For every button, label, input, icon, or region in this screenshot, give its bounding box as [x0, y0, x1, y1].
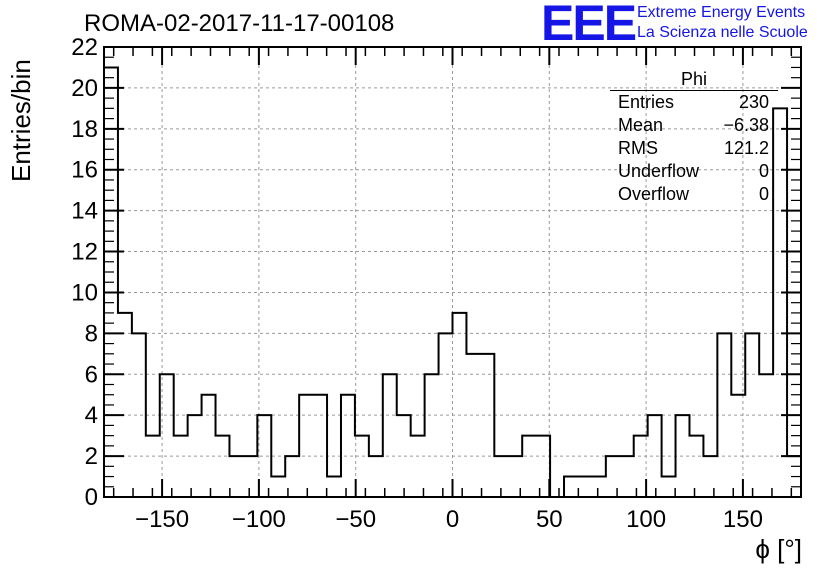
stats-title: Phi — [610, 68, 778, 91]
x-tick-label: 100 — [626, 506, 666, 533]
histogram-bin — [397, 415, 411, 497]
stat-row-rms: RMS 121.2 — [610, 137, 778, 160]
stat-value: 230 — [738, 92, 769, 112]
x-axis-label: ϕ [°] — [755, 534, 802, 564]
y-tick-label: 6 — [85, 361, 98, 388]
histogram-bin — [229, 456, 243, 497]
y-tick-label: 20 — [71, 75, 98, 102]
histogram-bin — [522, 436, 536, 497]
histogram-bin — [480, 354, 494, 497]
histogram-bin — [243, 456, 257, 497]
histogram-bin — [759, 374, 773, 497]
stat-label: RMS — [618, 138, 658, 158]
histogram-bin — [411, 436, 425, 497]
histogram-bin — [341, 395, 355, 497]
histogram-bin — [132, 333, 146, 497]
stats-box: Phi Entries 230 Mean −6.38 RMS 121.2 Und… — [610, 68, 778, 206]
stat-value: −6.38 — [723, 115, 769, 135]
x-tick-label: 0 — [446, 506, 459, 533]
stat-value: 121.2 — [723, 138, 769, 158]
histogram-bin — [313, 395, 327, 497]
histogram-bin — [202, 395, 216, 497]
x-tick-label: −100 — [232, 506, 286, 533]
y-tick-label: 8 — [85, 320, 98, 347]
y-tick-label: 16 — [71, 157, 98, 184]
stat-label: Mean — [618, 115, 664, 135]
histogram-bin — [564, 477, 578, 497]
y-tick-label: 18 — [71, 116, 98, 143]
histogram-bin — [648, 415, 662, 497]
y-tick-label: 4 — [85, 402, 98, 429]
histogram-bin — [439, 333, 453, 497]
histogram-bin — [146, 436, 160, 497]
y-tick-label: 12 — [71, 239, 98, 266]
histogram-bin — [717, 333, 731, 497]
stat-label: Underflow — [618, 161, 700, 181]
stat-row-underflow: Underflow 0 — [610, 160, 778, 183]
stat-label: Overflow — [618, 184, 690, 204]
histogram-bin — [271, 477, 285, 497]
histogram-bin — [466, 354, 480, 497]
histogram-bin — [453, 313, 467, 497]
stat-value: 0 — [758, 161, 769, 181]
stat-row-overflow: Overflow 0 — [610, 183, 778, 206]
histogram-bin — [174, 436, 188, 497]
histogram-bin — [689, 436, 703, 497]
histogram-bin — [745, 333, 759, 497]
x-tick-label: −50 — [335, 506, 376, 533]
eee-logo: EEE — [541, 0, 637, 51]
histogram-bin — [216, 436, 230, 497]
stat-value: 0 — [758, 184, 769, 204]
histogram-bin — [327, 477, 341, 497]
histogram-bin — [662, 477, 676, 497]
histogram-bin — [592, 477, 606, 497]
histogram-bin — [676, 415, 690, 497]
logo-line-1: Extreme Energy Events — [637, 4, 806, 21]
y-tick-label: 22 — [71, 34, 98, 61]
histogram-bin — [369, 456, 383, 497]
histogram-bin — [425, 374, 439, 497]
histogram-bin — [383, 374, 397, 497]
logo-line-2: La Scienza nelle Scuole — [637, 24, 808, 41]
histogram-bin — [536, 436, 550, 497]
histogram-bin — [299, 395, 313, 497]
histogram-bin — [578, 477, 592, 497]
histogram-bin — [620, 456, 634, 497]
histogram-bin — [118, 313, 132, 497]
x-tick-label: 150 — [723, 506, 763, 533]
y-tick-label: 0 — [85, 484, 98, 511]
stat-row-entries: Entries 230 — [610, 91, 778, 114]
y-tick-label: 10 — [71, 279, 98, 306]
stat-label: Entries — [618, 92, 675, 112]
histogram-bin — [160, 374, 174, 497]
y-tick-label: 2 — [85, 443, 98, 470]
y-tick-label: 14 — [71, 198, 98, 225]
stat-row-mean: Mean −6.38 — [610, 114, 778, 137]
chart-title: ROMA-02-2017-11-17-00108 — [84, 10, 395, 37]
histogram-bin — [355, 436, 369, 497]
histogram-outline — [103, 66, 802, 498]
x-tick-label: 50 — [536, 506, 563, 533]
y-axis-label: Entries/bin — [6, 59, 36, 182]
histogram-bin — [188, 415, 202, 497]
histogram-bin — [703, 456, 717, 497]
x-tick-label: −150 — [135, 506, 189, 533]
